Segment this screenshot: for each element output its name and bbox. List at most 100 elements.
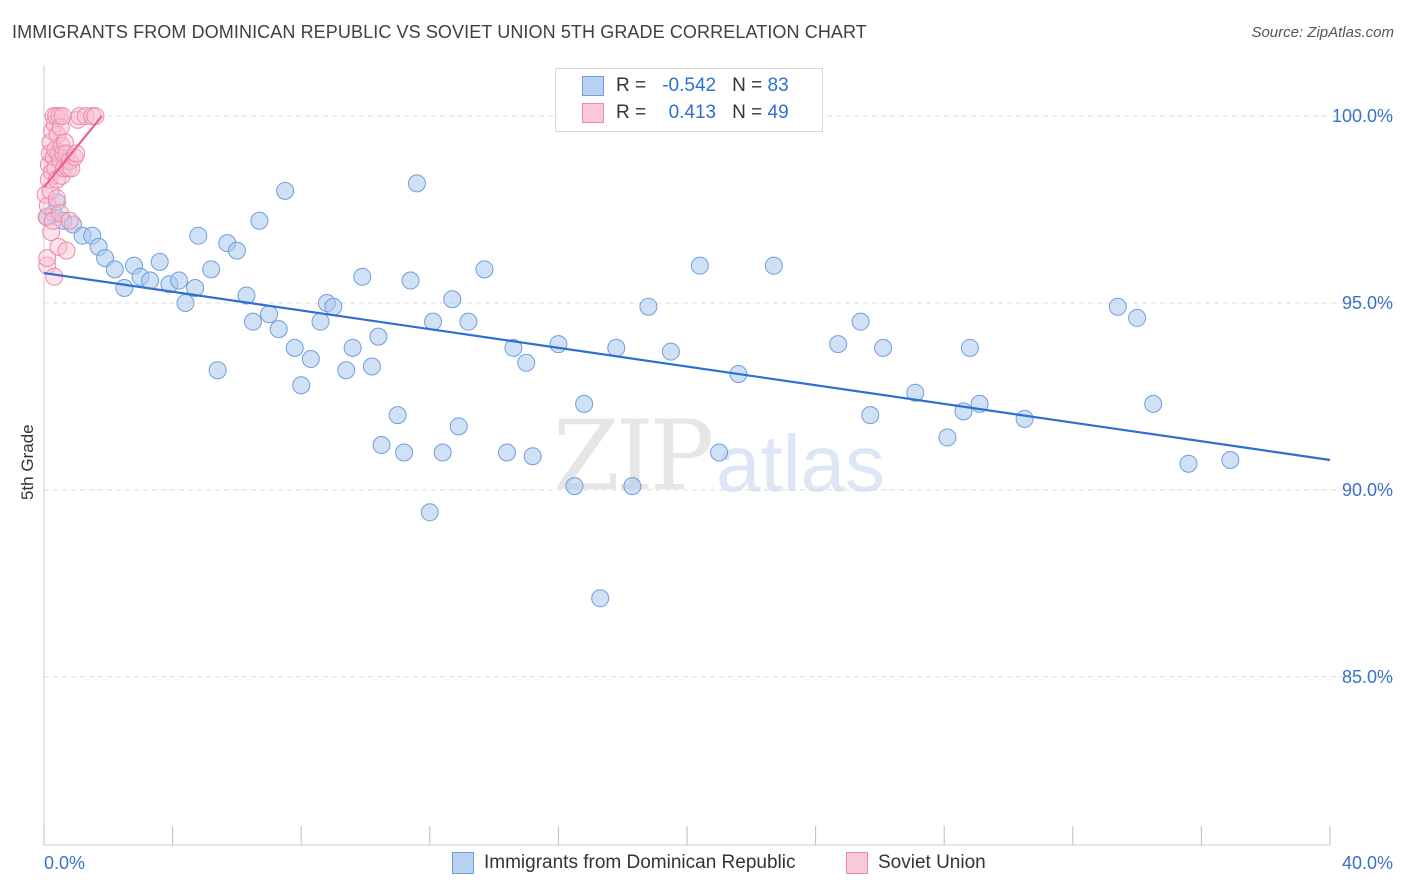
y-tick-label: 100.0%	[1332, 106, 1393, 126]
dominican-point	[343, 338, 362, 357]
dominican-point	[186, 279, 205, 298]
soviet-point	[76, 107, 95, 126]
dominican-point	[938, 428, 957, 447]
r-label: R =	[616, 75, 647, 96]
dominican-point	[449, 417, 468, 436]
dominican-trendline	[43, 271, 1331, 462]
dominican-point	[260, 305, 279, 324]
dominican-point	[710, 443, 729, 462]
dominican-point	[401, 271, 420, 290]
dominican-point	[829, 335, 848, 354]
y-tick-label: 90.0%	[1342, 480, 1393, 500]
dominican-point	[459, 312, 478, 331]
dominican-point	[639, 297, 658, 316]
y-tick-label: 95.0%	[1342, 293, 1393, 313]
soviet-point	[60, 211, 79, 230]
dominican-point	[237, 286, 256, 305]
x-tick-label-right: 40.0%	[1342, 853, 1393, 873]
dominican-point	[851, 312, 870, 331]
soviet-point	[38, 249, 57, 268]
dominican-point	[623, 477, 642, 496]
dominican-point	[497, 443, 516, 462]
y-axis-label: 5th Grade	[18, 424, 37, 500]
dominican-point	[424, 312, 443, 331]
soviet-point	[47, 189, 66, 208]
blue-swatch	[582, 75, 604, 96]
dominican-point	[1221, 450, 1240, 469]
dominican-point	[269, 320, 288, 339]
dominican-point	[517, 353, 536, 372]
dominican-point	[372, 436, 391, 455]
n-label: N =	[732, 75, 763, 96]
legend-item-dominican[interactable]: Immigrants from Dominican Republic	[452, 852, 796, 874]
dominican-point	[1015, 409, 1034, 428]
dominican-point	[575, 394, 594, 413]
pink-swatch	[582, 102, 604, 123]
soviet-point	[51, 118, 70, 137]
legend-item-soviet[interactable]: Soviet Union	[846, 852, 986, 874]
dominican-point	[311, 312, 330, 331]
soviet-point	[45, 267, 64, 286]
dominican-point	[1179, 454, 1198, 473]
dominican-point	[443, 290, 462, 309]
dominican-point	[1108, 297, 1127, 316]
n-value: 83	[767, 75, 789, 96]
dominican-point	[661, 342, 680, 361]
dominican-point	[250, 211, 269, 230]
chart-title: IMMIGRANTS FROM DOMINICAN REPUBLIC VS SO…	[12, 22, 867, 42]
dominican-point	[150, 252, 169, 271]
n-label: N =	[732, 102, 763, 123]
dominican-point	[353, 267, 372, 286]
dominican-point	[388, 406, 407, 425]
dominican-point	[202, 260, 221, 279]
soviet-point	[55, 133, 74, 152]
source-label: Source: ZipAtlas.com	[1251, 24, 1394, 41]
pink-swatch	[846, 852, 868, 874]
soviet-point	[51, 204, 70, 223]
dominican-point	[420, 503, 439, 522]
stats-row-pink: R = 0.413 N = 49	[582, 100, 789, 126]
dominican-point	[874, 338, 893, 357]
dominican-point	[176, 293, 195, 312]
x-tick-label-left: 0.0%	[44, 853, 85, 873]
dominican-point	[189, 226, 208, 245]
dominican-point	[115, 279, 134, 298]
dominican-point	[243, 312, 262, 331]
dominican-point	[141, 271, 160, 290]
dominican-point	[607, 338, 626, 357]
legend-label: Soviet Union	[878, 852, 986, 874]
dominican-point	[861, 406, 880, 425]
dominican-point	[47, 193, 66, 212]
watermark-atlas: atlas	[716, 419, 885, 508]
dominican-point	[906, 383, 925, 402]
dominican-point	[475, 260, 494, 279]
dominican-point	[764, 256, 783, 275]
dominican-point	[395, 443, 414, 462]
soviet-point	[53, 107, 72, 126]
dominican-point	[292, 376, 311, 395]
r-label: R =	[616, 102, 647, 123]
dominican-point	[369, 327, 388, 346]
dominican-point	[105, 260, 124, 279]
dominican-point	[407, 174, 426, 193]
dominican-point	[433, 443, 452, 462]
soviet-point	[41, 181, 60, 200]
soviet-point	[42, 222, 61, 241]
dominican-point	[324, 297, 343, 316]
dominican-point	[549, 335, 568, 354]
dominican-point	[170, 271, 189, 290]
dominican-point	[565, 477, 584, 496]
blue-swatch	[452, 852, 474, 874]
dominican-point	[362, 357, 381, 376]
soviet-point	[70, 107, 89, 126]
dominican-point	[227, 241, 246, 260]
dominican-point	[276, 181, 295, 200]
dominican-point	[504, 338, 523, 357]
soviet-point	[67, 144, 86, 163]
dominican-point	[690, 256, 709, 275]
y-tick-label: 85.0%	[1342, 667, 1393, 687]
dominican-point	[208, 361, 227, 380]
dominican-point	[1128, 308, 1147, 327]
stats-row-blue: R = -0.542 N = 83	[582, 73, 789, 99]
